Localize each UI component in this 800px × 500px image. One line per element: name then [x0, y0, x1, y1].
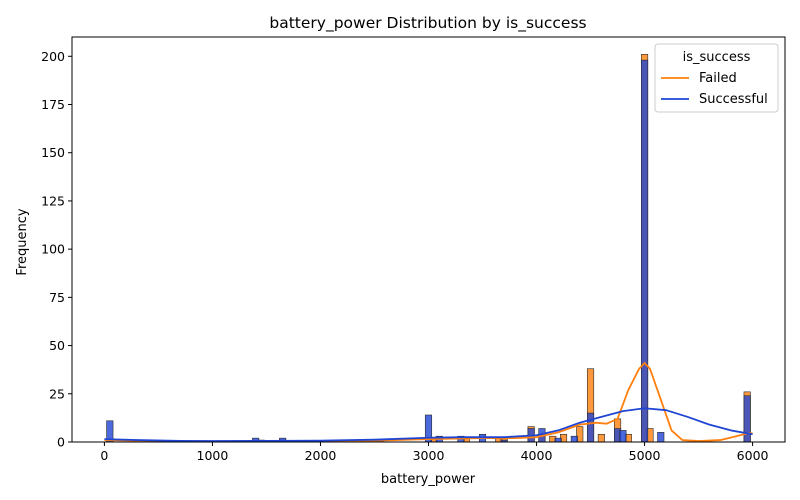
legend-title: is_success [683, 50, 751, 65]
x-axis-label: battery_power [381, 472, 476, 487]
y-tick-label: 50 [49, 338, 65, 353]
y-tick-label: 175 [41, 97, 65, 112]
legend-label-successful: Successful [699, 92, 768, 107]
y-tick-label: 150 [41, 145, 65, 160]
x-tick-label: 2000 [305, 448, 337, 463]
bar-successful [657, 432, 665, 443]
y-axis-label: Frequency [15, 208, 30, 275]
bar-successful [554, 437, 562, 443]
x-tick-label: 1000 [197, 448, 229, 463]
legend-box [654, 43, 779, 113]
kde-line-successful [104, 407, 753, 442]
plot-area: 0 1000 2000 3000 4000 5000 6000 0 25 50 75 100 125 15… [41, 36, 786, 463]
x-tick-label: 5000 [629, 448, 661, 463]
bar-failed [597, 433, 605, 443]
y-tick-label: 75 [49, 290, 65, 305]
bar-successful [570, 435, 578, 443]
chart-title: battery_power Distribution by is_success [269, 14, 586, 33]
x-tick-label: 0 [100, 448, 108, 463]
bar-successful [586, 412, 595, 443]
y-tick-label: 0 [57, 435, 65, 450]
bar-successful [641, 59, 649, 443]
x-tick-label: 3000 [413, 448, 445, 463]
legend-label-failed: Failed [699, 71, 737, 86]
y-tick-label: 100 [41, 242, 65, 257]
y-tick-label: 200 [41, 49, 65, 64]
bar-successful [743, 395, 751, 443]
y-tick-label: 25 [49, 386, 65, 401]
y-tick-label: 125 [41, 193, 65, 208]
legend: is_success Failed Successful [654, 43, 779, 113]
bar-successful [619, 430, 627, 443]
x-tick-label: 6000 [737, 448, 769, 463]
x-tick-label: 4000 [521, 448, 553, 463]
